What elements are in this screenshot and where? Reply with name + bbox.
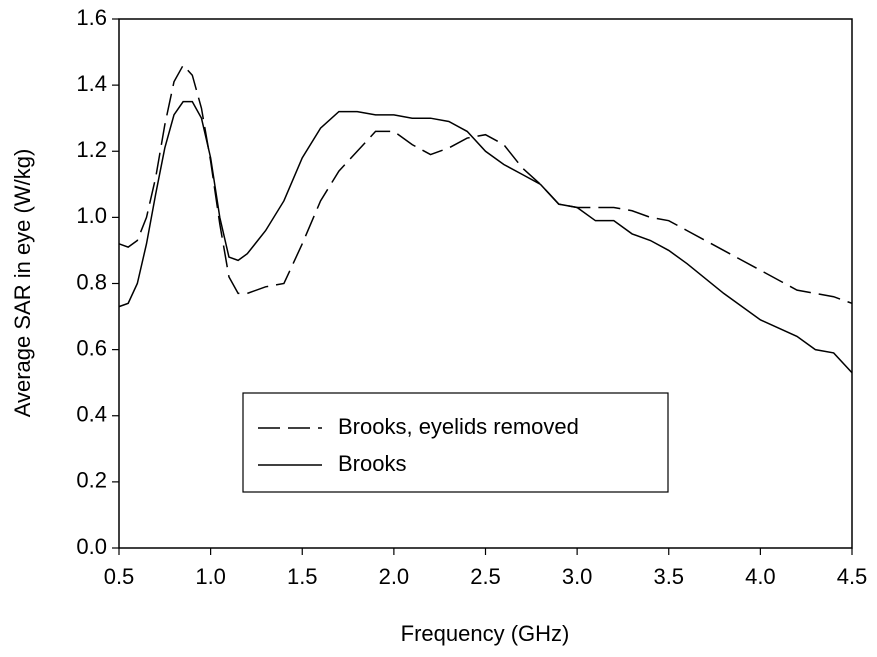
- x-tick-label: 1.0: [195, 564, 226, 589]
- x-tick-label: 2.5: [470, 564, 501, 589]
- x-tick-label: 4.5: [837, 564, 868, 589]
- x-tick-label: 3.5: [653, 564, 684, 589]
- x-tick-label: 4.0: [745, 564, 776, 589]
- y-tick-label: 0.0: [76, 534, 107, 559]
- x-tick-label: 0.5: [104, 564, 135, 589]
- legend-box: [242, 392, 669, 493]
- x-tick-label: 3.0: [562, 564, 593, 589]
- y-tick-label: 1.2: [76, 137, 107, 162]
- series-line: [118, 100, 853, 374]
- x-axis-label: Frequency (GHz): [401, 621, 570, 646]
- x-tick-label: 1.5: [287, 564, 318, 589]
- y-axis-label: Average SAR in eye (W/kg): [10, 149, 35, 418]
- y-tick-label: 0.2: [76, 468, 107, 493]
- y-tick-label: 0.4: [76, 402, 107, 427]
- y-tick-label: 0.8: [76, 269, 107, 294]
- y-tick-label: 0.6: [76, 335, 107, 360]
- y-tick-label: 1.6: [76, 5, 107, 30]
- series-line: [118, 64, 853, 305]
- legend-label: Brooks: [338, 451, 406, 476]
- legend-label: Brooks, eyelids removed: [338, 414, 579, 439]
- y-tick-label: 1.4: [76, 71, 107, 96]
- y-tick-label: 1.0: [76, 203, 107, 228]
- x-tick-label: 2.0: [379, 564, 410, 589]
